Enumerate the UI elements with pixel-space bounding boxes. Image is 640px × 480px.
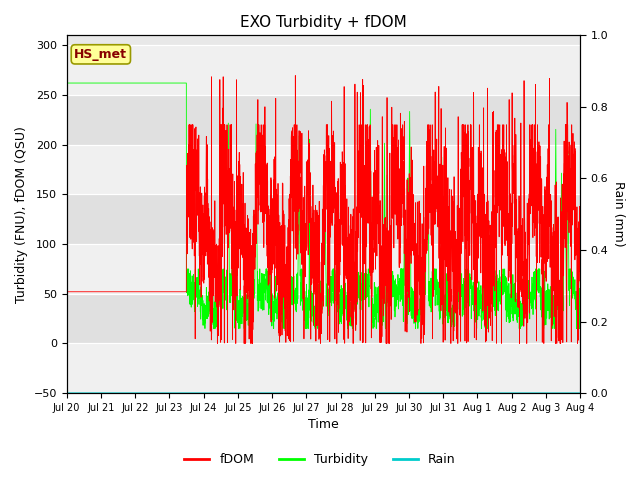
Bar — [67, 144, 580, 194]
Bar — [67, 95, 580, 144]
Bar — [67, 194, 580, 244]
Text: HS_met: HS_met — [74, 48, 127, 61]
Bar — [67, 343, 580, 393]
Bar — [67, 244, 580, 294]
Bar — [67, 294, 580, 343]
Bar — [67, 45, 580, 95]
Y-axis label: Rain (mm): Rain (mm) — [612, 181, 625, 247]
X-axis label: Time: Time — [308, 419, 339, 432]
Title: EXO Turbidity + fDOM: EXO Turbidity + fDOM — [240, 15, 407, 30]
Legend: fDOM, Turbidity, Rain: fDOM, Turbidity, Rain — [179, 448, 461, 471]
Y-axis label: Turbidity (FNU), fDOM (QSU): Turbidity (FNU), fDOM (QSU) — [15, 126, 28, 303]
